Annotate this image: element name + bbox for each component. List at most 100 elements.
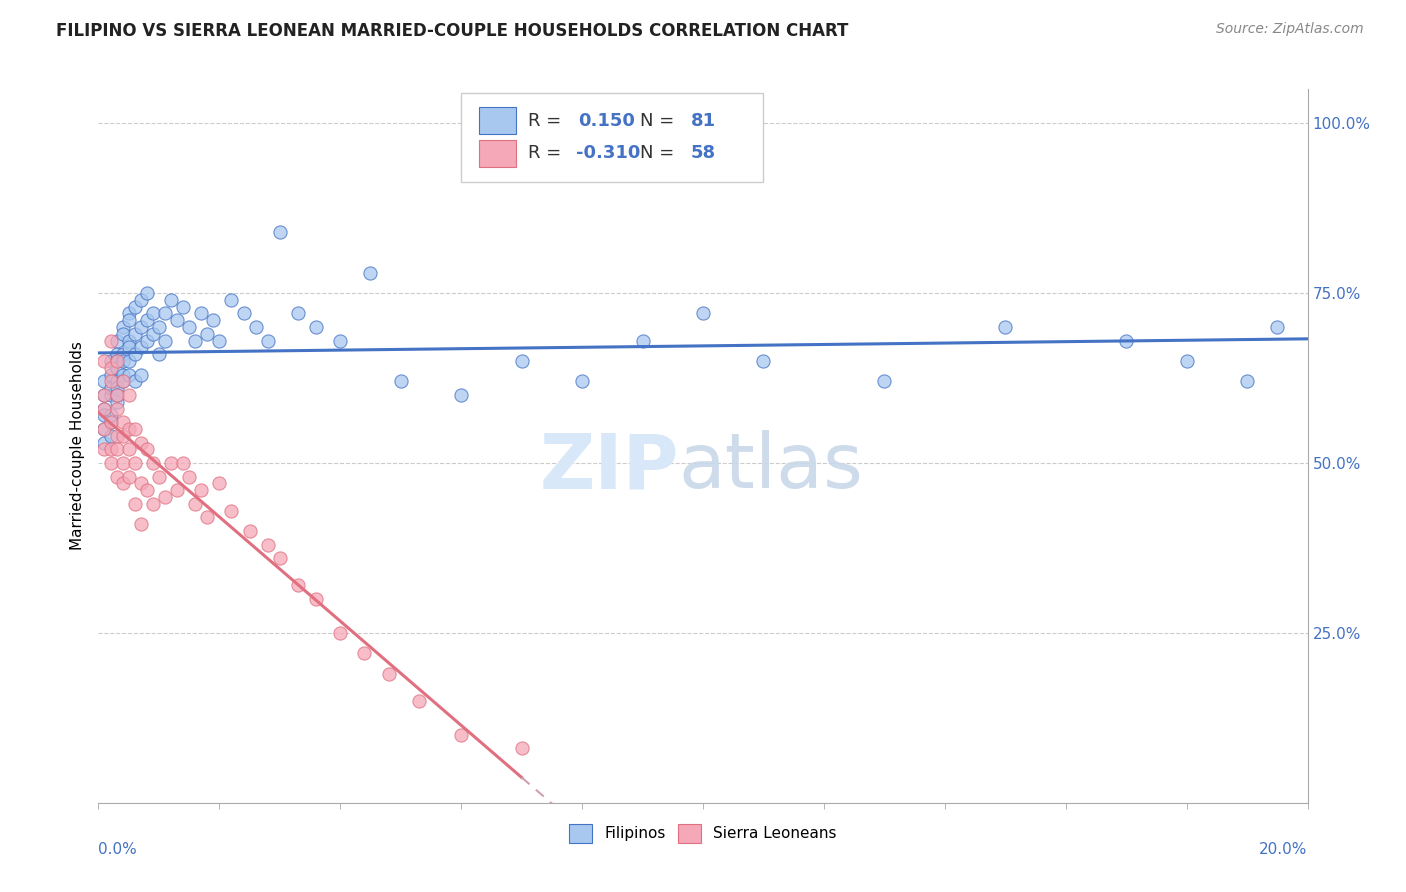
Point (93, 435, 115, 450)
Point (111, 456, 134, 470)
Text: Source: ZipAtlas.com: Source: ZipAtlas.com (1216, 22, 1364, 37)
Point (232, 306, 254, 320)
Point (118, 388, 141, 402)
Point (153, 490, 176, 504)
Point (148, 347, 170, 361)
Text: N =: N = (640, 145, 681, 162)
Point (142, 306, 165, 320)
Point (111, 375, 134, 389)
Point (105, 360, 128, 375)
Point (118, 469, 141, 483)
Point (256, 537, 278, 551)
Point (142, 456, 165, 470)
Point (408, 694, 430, 708)
Point (118, 341, 141, 355)
Point (142, 497, 165, 511)
Text: R =: R = (527, 112, 567, 129)
Point (184, 497, 207, 511)
Point (184, 334, 207, 348)
Point (195, 326, 218, 341)
Point (93, 409, 115, 423)
Point (111, 347, 134, 361)
Point (105, 354, 128, 368)
Point (100, 409, 122, 423)
Point (510, 741, 533, 756)
Point (124, 497, 146, 511)
Point (129, 320, 152, 334)
Point (190, 306, 212, 320)
Point (221, 503, 243, 517)
Point (124, 326, 146, 341)
Point (195, 510, 218, 524)
Point (135, 483, 157, 498)
Point (111, 354, 134, 368)
Point (166, 483, 188, 498)
Point (111, 368, 134, 382)
Point (100, 415, 122, 429)
Point (105, 469, 128, 483)
Point (208, 334, 231, 348)
Point (111, 326, 134, 341)
Point (360, 266, 382, 280)
Point (93, 354, 115, 368)
Point (105, 388, 128, 402)
Point (135, 286, 157, 301)
Text: R =: R = (527, 145, 567, 162)
Point (994, 320, 1017, 334)
Point (100, 375, 122, 389)
Point (166, 313, 188, 327)
Point (239, 524, 262, 538)
Point (118, 422, 141, 436)
Point (105, 375, 128, 389)
Point (118, 368, 141, 382)
Y-axis label: Married-couple Households: Married-couple Households (69, 342, 84, 550)
Point (129, 517, 152, 532)
Point (571, 375, 593, 389)
Point (111, 476, 134, 491)
Point (105, 347, 128, 361)
Text: FILIPINO VS SIERRA LEONEAN MARRIED-COUPLE HOUSEHOLDS CORRELATION CHART: FILIPINO VS SIERRA LEONEAN MARRIED-COUPL… (56, 22, 849, 40)
Point (179, 469, 201, 483)
Point (172, 456, 194, 470)
Point (202, 313, 225, 327)
FancyBboxPatch shape (479, 107, 516, 134)
Point (105, 401, 128, 416)
Point (1115, 334, 1137, 348)
Point (245, 320, 267, 334)
Point (153, 334, 176, 348)
Point (100, 429, 122, 443)
Point (105, 388, 128, 402)
Point (93, 375, 115, 389)
Point (510, 354, 533, 368)
Point (329, 334, 352, 348)
Point (129, 293, 152, 307)
Point (450, 728, 472, 742)
Text: ZIP: ZIP (540, 431, 679, 504)
Point (135, 334, 157, 348)
Point (124, 347, 146, 361)
Point (124, 300, 146, 314)
Point (129, 368, 152, 382)
Point (105, 429, 128, 443)
Point (129, 435, 152, 450)
Point (190, 483, 212, 498)
Point (160, 293, 183, 307)
Point (100, 354, 122, 368)
Point (111, 415, 134, 429)
Point (93, 422, 115, 436)
Point (93, 401, 115, 416)
Point (100, 456, 122, 470)
Point (105, 442, 128, 457)
Point (631, 334, 654, 348)
Point (105, 354, 128, 368)
FancyBboxPatch shape (479, 140, 516, 167)
Point (221, 293, 243, 307)
Point (329, 626, 352, 640)
FancyBboxPatch shape (461, 93, 763, 182)
Point (148, 469, 170, 483)
Point (93, 422, 115, 436)
Point (1236, 375, 1258, 389)
Point (269, 225, 291, 239)
Point (752, 354, 775, 368)
Point (105, 381, 128, 395)
